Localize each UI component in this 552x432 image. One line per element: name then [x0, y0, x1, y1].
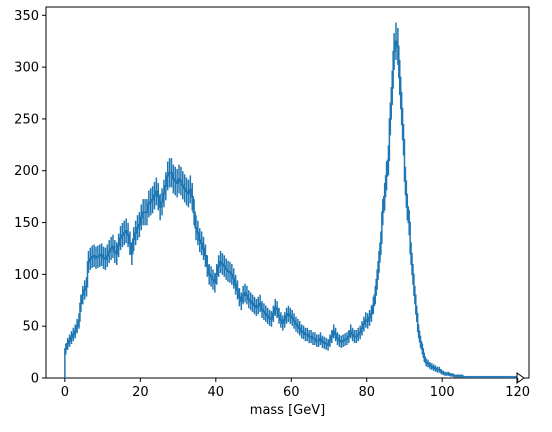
axes-frame [45, 6, 530, 379]
x-tick-label: 100 [430, 385, 455, 400]
x-axis-label: mass [GeV] [250, 403, 325, 418]
x-tick-label: 40 [208, 385, 225, 400]
x-tick-label: 0 [61, 385, 69, 400]
y-tick-label: 150 [14, 216, 39, 231]
y-tick-label: 350 [14, 9, 39, 24]
y-tick-label: 100 [14, 268, 39, 283]
x-tick-label: 80 [358, 385, 375, 400]
y-tick-label: 300 [14, 61, 39, 76]
x-tick-label: 60 [283, 385, 300, 400]
y-tick-label: 250 [14, 112, 39, 127]
x-axis: 0 20 40 60 80 100 120 [61, 378, 530, 400]
x-tick-label: 20 [132, 385, 149, 400]
x-tick-label: 120 [505, 385, 530, 400]
histogram-step-line [64, 40, 520, 378]
plot-area [45, 6, 530, 384]
y-tick-label: 200 [14, 164, 39, 179]
y-tick-label: 50 [22, 320, 39, 335]
y-axis: 0 50 100 150 200 250 300 350 [14, 9, 46, 387]
overflow-marker-icon [516, 372, 525, 384]
y-tick-label: 0 [31, 372, 39, 387]
